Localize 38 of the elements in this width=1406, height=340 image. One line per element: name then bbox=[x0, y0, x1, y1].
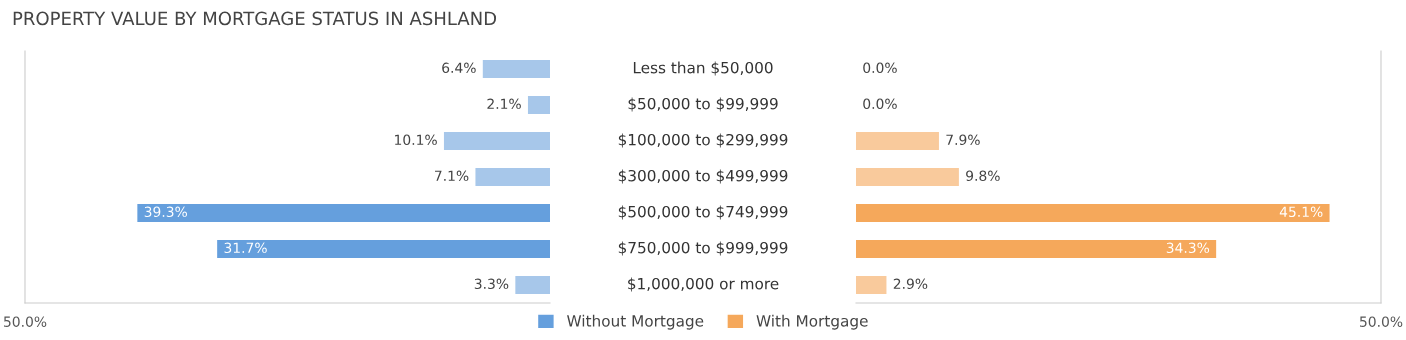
data-label: 0.0% bbox=[863, 98, 897, 110]
data-label: 45.1% bbox=[1279, 206, 1323, 218]
y-tick-label: $500,000 to $749,999 bbox=[618, 205, 788, 220]
legend-label: With Mortgage bbox=[756, 314, 868, 330]
bar bbox=[856, 276, 887, 294]
legend-label: Without Mortgage bbox=[567, 314, 704, 330]
bar bbox=[527, 96, 550, 114]
y-tick-label: $50,000 to $99,999 bbox=[628, 97, 778, 112]
x-tick-label: 50.0% bbox=[1360, 316, 1403, 327]
bar bbox=[443, 132, 550, 150]
data-label: 0.0% bbox=[863, 62, 897, 74]
data-label: 34.3% bbox=[1166, 242, 1210, 254]
data-label: 6.4% bbox=[442, 62, 476, 74]
data-label: 9.8% bbox=[966, 170, 1000, 182]
bar bbox=[856, 240, 1217, 258]
data-label: 31.7% bbox=[224, 242, 267, 254]
y-tick-label: $750,000 to $999,999 bbox=[618, 241, 788, 256]
data-label: 39.3% bbox=[144, 206, 188, 218]
bar bbox=[856, 132, 939, 150]
bar bbox=[475, 168, 550, 186]
y-tick-label: $300,000 to $499,999 bbox=[618, 169, 788, 184]
data-label: 3.3% bbox=[474, 278, 509, 290]
bar bbox=[856, 204, 1330, 222]
x-tick-label: 50.0% bbox=[4, 316, 47, 327]
bar bbox=[482, 60, 550, 78]
y-tick-label: $1,000,000 or more bbox=[628, 277, 779, 292]
bar bbox=[137, 204, 550, 222]
data-label: 10.1% bbox=[395, 134, 437, 146]
data-label: 2.9% bbox=[893, 278, 928, 290]
bar bbox=[217, 240, 550, 258]
y-tick-label: $100,000 to $299,999 bbox=[618, 133, 788, 148]
bar bbox=[856, 168, 959, 186]
data-label: 7.1% bbox=[435, 170, 469, 182]
y-tick-label: Less than $50,000 bbox=[633, 61, 773, 76]
chart-title: PROPERTY VALUE BY MORTGAGE STATUS IN ASHLAND bbox=[13, 11, 497, 26]
data-label: 2.1% bbox=[487, 98, 521, 110]
data-label: 7.9% bbox=[946, 134, 980, 146]
bar bbox=[515, 276, 550, 294]
